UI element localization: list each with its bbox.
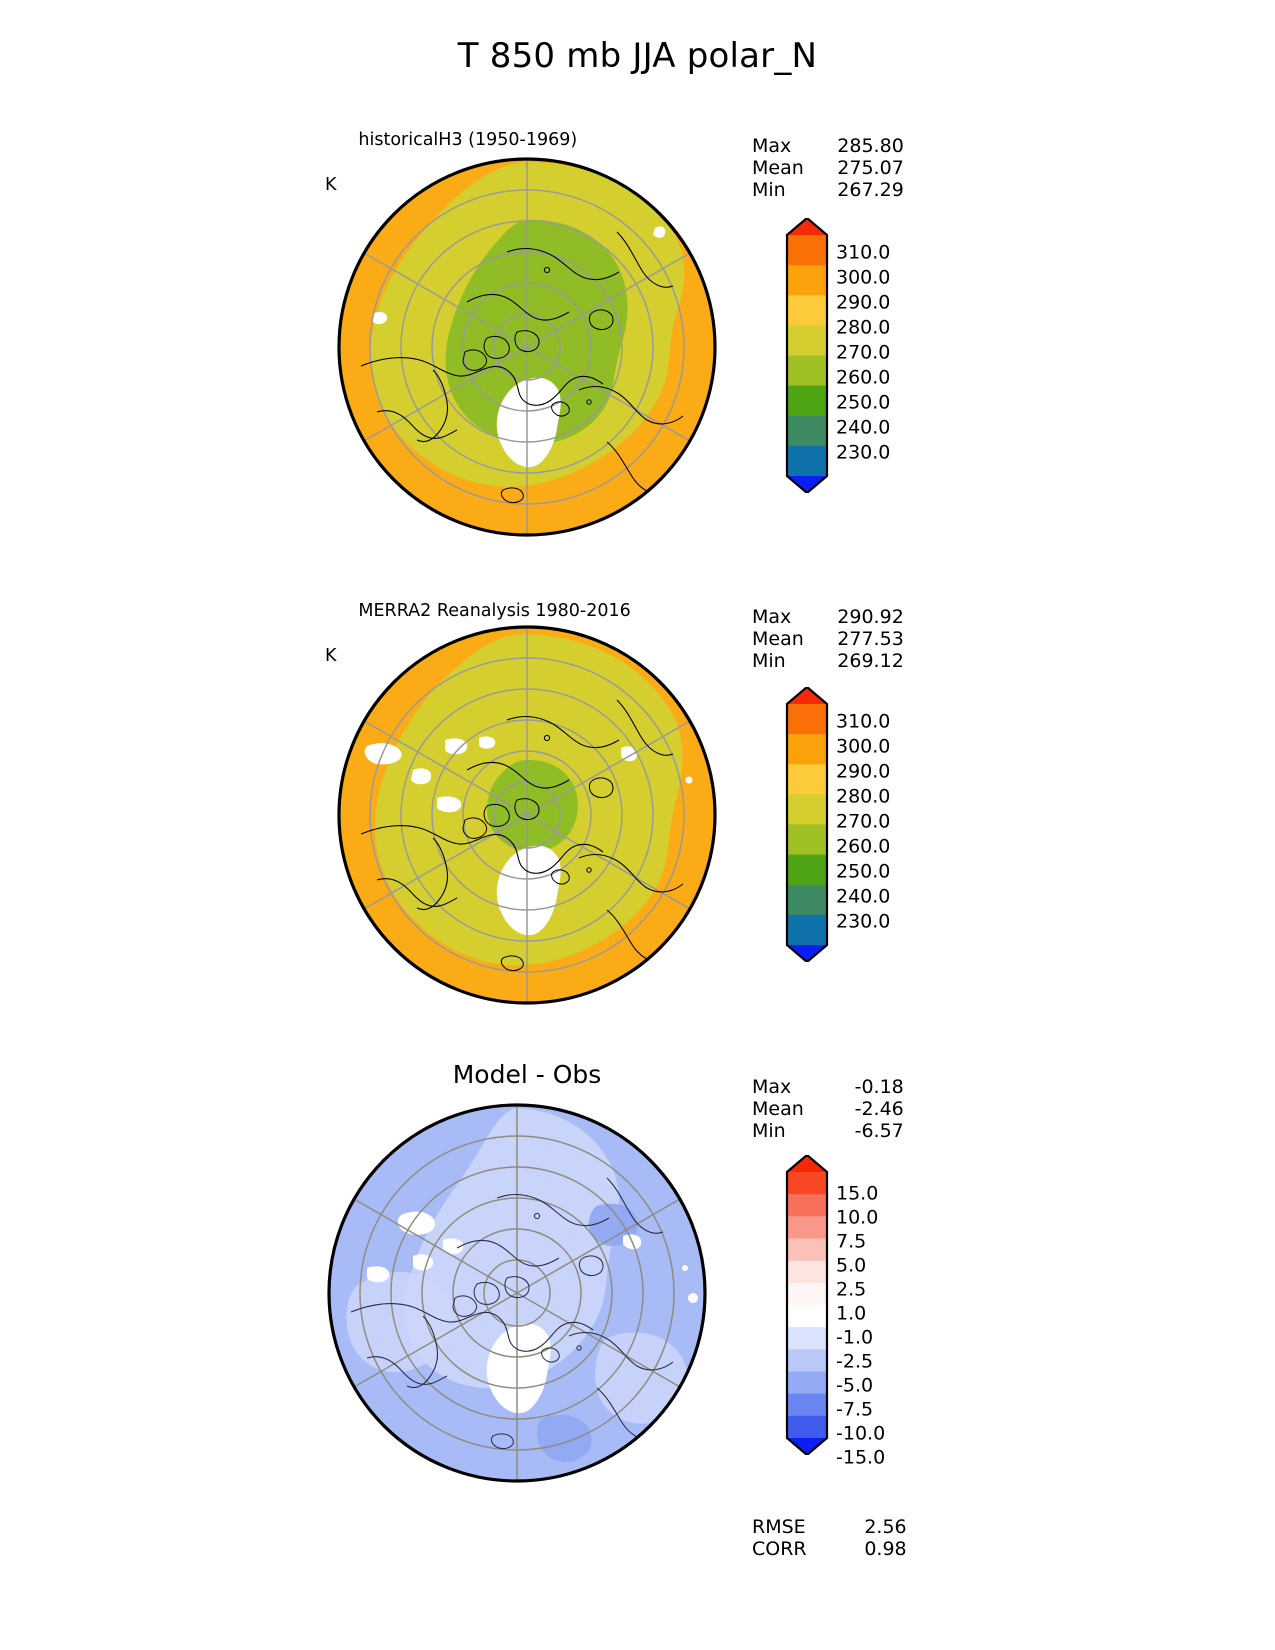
- stat-row: Min -6.57: [752, 1119, 904, 1143]
- map-obs: [337, 625, 717, 1005]
- cbar-tick: 260.0: [836, 366, 891, 389]
- colorbar-difference: [782, 1153, 832, 1459]
- stat-key: Max: [752, 606, 792, 628]
- cbar-tick: 290.0: [836, 291, 891, 314]
- cbar-tick: 250.0: [836, 391, 891, 414]
- cbar-tick: -5.0: [836, 1374, 874, 1397]
- colorbar-temperature-2: [782, 685, 832, 966]
- cbar-tick: -7.5: [836, 1398, 874, 1421]
- panel-model-units: K: [325, 175, 337, 196]
- stat-row: Min 267.29: [752, 178, 904, 202]
- stat-value: -6.57: [854, 1119, 904, 1142]
- skill-value: 0.98: [864, 1537, 907, 1560]
- stat-row: Mean -2.46: [752, 1097, 904, 1121]
- panel-model-title: historicalH3 (1950-1969): [358, 130, 578, 151]
- panel-diff-title: Model - Obs: [452, 1060, 602, 1089]
- cbar-tick: 2.5: [836, 1278, 867, 1301]
- stat-key: Max: [752, 135, 792, 157]
- cbar-tick: 280.0: [836, 785, 891, 808]
- cbar-tick: 5.0: [836, 1254, 867, 1277]
- colorbar-temperature-1: [782, 216, 832, 497]
- cbar-tick: 310.0: [836, 710, 891, 733]
- panel-model-label: historicalH3 (1950-1969) K: [325, 107, 577, 241]
- stat-key: Min: [752, 178, 786, 201]
- stat-value: -0.18: [854, 1076, 904, 1098]
- cbar-tick: 300.0: [836, 735, 891, 758]
- stat-value: -2.46: [854, 1097, 904, 1120]
- panel-obs-title: MERRA2 Reanalysis 1980-2016: [358, 601, 631, 622]
- cbar-tick: 15.0: [836, 1182, 879, 1205]
- stat-key: Min: [752, 1119, 786, 1142]
- cbar-tick: 260.0: [836, 835, 891, 858]
- cbar-tick: 230.0: [836, 910, 891, 933]
- panel-diff-skill: RMSE 2.56 CORR 0.98: [752, 1516, 907, 1561]
- stat-row: Max 285.80: [752, 135, 904, 158]
- cbar-tick: 270.0: [836, 810, 891, 833]
- skill-row: CORR 0.98: [752, 1537, 907, 1561]
- map-model: [337, 157, 717, 537]
- stat-key: Mean: [752, 156, 804, 179]
- panel-obs-label: MERRA2 Reanalysis 1980-2016 K: [325, 578, 631, 712]
- cbar-tick: 250.0: [836, 860, 891, 883]
- cbar-tick: 270.0: [836, 341, 891, 364]
- stat-value: 269.12: [837, 649, 904, 672]
- cbar-tick: 310.0: [836, 241, 891, 264]
- cbar-tick: 10.0: [836, 1206, 879, 1229]
- stat-value: 275.07: [837, 156, 904, 179]
- colorbar-temperature-2-swatches: [785, 685, 829, 964]
- cbar-tick: -10.0: [836, 1422, 886, 1445]
- panel-diff-stats: Max -0.18 Mean -2.46 Min -6.57: [752, 1076, 904, 1143]
- stat-key: Mean: [752, 627, 804, 650]
- colorbar-temperature-2-ticklabels: 310.0 300.0 290.0 280.0 270.0 260.0 250.…: [836, 687, 946, 962]
- stat-row: Min 269.12: [752, 649, 904, 673]
- stat-value: 277.53: [837, 627, 904, 650]
- stat-value: 267.29: [837, 178, 904, 201]
- cbar-tick: 300.0: [836, 266, 891, 289]
- cbar-tick: 240.0: [836, 416, 891, 439]
- colorbar-difference-ticklabels: 15.0 10.0 7.5 5.0 2.5 1.0 -1.0 -2.5 -5.0…: [836, 1155, 946, 1467]
- map-model-boundary: [337, 157, 717, 537]
- stat-value: 285.80: [837, 135, 904, 157]
- colorbar-temperature-1-swatches: [785, 216, 829, 495]
- skill-key: CORR: [752, 1537, 807, 1560]
- cbar-tick: -15.0: [836, 1446, 886, 1469]
- cbar-tick: -2.5: [836, 1350, 874, 1373]
- stat-key: Mean: [752, 1097, 804, 1120]
- cbar-tick: -1.0: [836, 1326, 874, 1349]
- stat-row: Max 290.92: [752, 606, 904, 629]
- panel-obs-units: K: [325, 646, 337, 667]
- colorbar-difference-swatches: [785, 1153, 829, 1457]
- cbar-tick: 230.0: [836, 441, 891, 464]
- colorbar-temperature-1-ticklabels: 310.0 300.0 290.0 280.0 270.0 260.0 250.…: [836, 218, 946, 493]
- cbar-tick: 280.0: [836, 316, 891, 339]
- skill-row: RMSE 2.56: [752, 1516, 907, 1539]
- stat-key: Max: [752, 1076, 792, 1098]
- stat-value: 290.92: [837, 606, 904, 628]
- panel-obs-stats: Max 290.92 Mean 277.53 Min 269.12: [752, 606, 904, 673]
- cbar-tick: 290.0: [836, 760, 891, 783]
- map-diff: [327, 1103, 707, 1483]
- skill-value: 2.56: [864, 1516, 907, 1538]
- stat-key: Min: [752, 649, 786, 672]
- cbar-tick: 1.0: [836, 1302, 867, 1325]
- map-diff-boundary: [327, 1103, 707, 1483]
- stat-row: Mean 277.53: [752, 627, 904, 651]
- skill-key: RMSE: [752, 1516, 806, 1538]
- map-obs-boundary: [337, 625, 717, 1005]
- page-title: T 850 mb JJA polar_N: [457, 36, 818, 76]
- cbar-tick: 7.5: [836, 1230, 867, 1253]
- stat-row: Max -0.18: [752, 1076, 904, 1099]
- panel-model-stats: Max 285.80 Mean 275.07 Min 267.29: [752, 135, 904, 202]
- stat-row: Mean 275.07: [752, 156, 904, 180]
- cbar-tick: 240.0: [836, 885, 891, 908]
